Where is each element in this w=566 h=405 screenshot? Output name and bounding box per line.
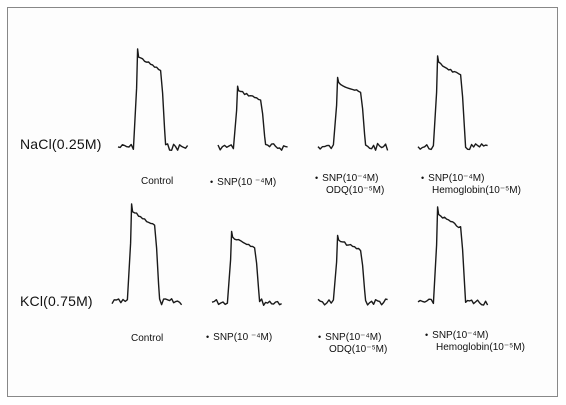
trace-row1-panel4 [417, 55, 488, 151]
bullet-mark: • [318, 332, 322, 342]
trace-row2-panel4 [417, 206, 489, 306]
row-label-nacl: NaCl(0.25M) [20, 136, 102, 152]
row-label-kcl: KCl(0.75M) [20, 293, 93, 309]
figure-frame [7, 7, 558, 397]
caption-snp-hemoglobin-kcl: • SNP(10⁻⁴M) Hemoglobin(10⁻⁵M) [425, 330, 525, 353]
trace-row1-panel1 [117, 48, 189, 152]
caption-control-kcl: Control [131, 333, 164, 344]
bullet-mark: • [206, 332, 210, 342]
caption-snp-kcl: • SNP(10 ⁻⁴M) [206, 332, 273, 343]
trace-row1-panel3 [317, 76, 389, 151]
trace-row2-panel2 [211, 230, 282, 306]
bullet-mark: • [315, 173, 319, 183]
caption-snp-hemoglobin-nacl: • SNP(10⁻⁴M) Hemoglobin(10⁻⁵M) [421, 173, 521, 196]
caption-snp-nacl: • SNP(10 ⁻⁴M) [210, 177, 277, 188]
trace-row2-panel3 [317, 234, 388, 306]
bullet-mark: • [421, 173, 425, 183]
bullet-mark: • [210, 177, 214, 187]
caption-control-nacl: Control [141, 176, 174, 187]
caption-snp-odq-kcl: • SNP(10⁻⁴M) ODQ(10⁻⁵M) [318, 332, 388, 355]
caption-snp-odq-nacl: • SNP(10⁻⁴M) ODQ(10⁻⁵M) [315, 173, 385, 196]
bullet-mark: • [425, 330, 429, 340]
trace-row2-panel1 [111, 203, 183, 306]
trace-row1-panel2 [217, 85, 288, 151]
